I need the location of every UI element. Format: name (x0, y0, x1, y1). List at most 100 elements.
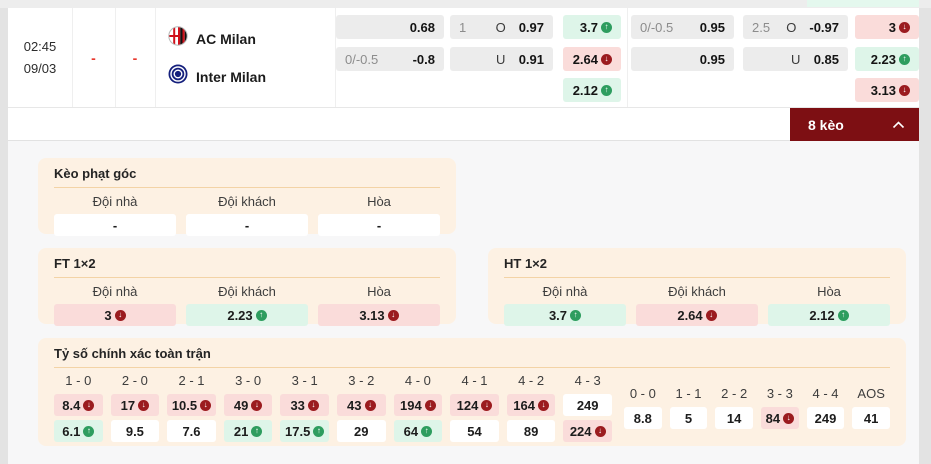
ft-home-odds[interactable]: 3 ↓ (54, 304, 176, 326)
odds-value: 10.5 (171, 397, 198, 413)
score-odds[interactable]: 164 ↓ (506, 394, 556, 416)
score-odds[interactable]: 29 (336, 420, 386, 442)
draw-col-label: Hòa (367, 194, 391, 209)
odds-value: - (376, 217, 382, 233)
draw-col-label: Hòa (367, 284, 391, 299)
odds-1x2-a-away[interactable]: 2.64 ↓ (563, 47, 621, 71)
score-odds[interactable]: 33 ↓ (280, 394, 329, 416)
corner-away-odds[interactable]: - (186, 214, 308, 236)
score-label: 3 - 0 (235, 373, 262, 388)
away-col-label: Đội khách (218, 284, 276, 299)
score-odds[interactable]: 5 (669, 407, 708, 429)
odds-value: -0.97 (809, 19, 839, 35)
under-label: U (790, 51, 801, 67)
odds-ou-a-row2[interactable]: U 0.91 (450, 47, 553, 71)
odds-1x2-a-home[interactable]: 3.7 ↑ (563, 15, 621, 39)
score-odds[interactable]: 64 ↑ (393, 420, 443, 442)
score-odds[interactable]: 17.5 ↑ (280, 420, 329, 442)
trend-icon: ↑ (83, 425, 95, 437)
odds-hdp-b-row2[interactable]: 0.95 (631, 47, 734, 71)
odds-hdp-a-row1[interactable]: 0.68 (336, 15, 444, 39)
odds-value: 3 (104, 307, 112, 323)
teams-block: AC Milan Inter Milan (155, 8, 335, 107)
score-away: - (132, 49, 138, 66)
score-odds[interactable]: 249 (806, 407, 845, 429)
score-card-title: Tỷ số chính xác toàn trận (54, 346, 890, 368)
score-odds[interactable]: 8.8 (624, 407, 662, 429)
odds-value: 249 (576, 397, 599, 413)
over-label: O (786, 19, 797, 35)
ft-card-title: FT 1×2 (54, 256, 440, 278)
odds-ou-b-row1[interactable]: 2.5 O -0.97 (743, 15, 848, 39)
ft-away-odds[interactable]: 2.23 ↑ (186, 304, 308, 326)
trend-icon: ↓ (138, 399, 150, 411)
odds-value: 64 (403, 423, 419, 439)
ft-draw-odds[interactable]: 3.13 ↓ (318, 304, 440, 326)
score-odds[interactable]: 43 ↓ (336, 394, 386, 416)
odds-1x2-a-draw[interactable]: 2.12 ↑ (563, 78, 621, 102)
odds-value: 249 (814, 410, 837, 426)
away-team[interactable]: Inter Milan (168, 64, 335, 89)
score-column: 4 - 3 249 224 ↓ (563, 373, 612, 442)
keo-count-button[interactable]: 8 kèo (790, 108, 919, 141)
score-odds[interactable]: 9.5 (110, 420, 160, 442)
odds-value: 2.23 (870, 51, 896, 67)
score-label: 3 - 2 (348, 373, 375, 388)
away-team-name: Inter Milan (196, 68, 267, 85)
draw-col-label: Hòa (817, 284, 841, 299)
trend-icon: ↑ (421, 425, 433, 437)
ht-home-odds[interactable]: 3.7 ↑ (504, 304, 626, 326)
odds-value: 0.91 (518, 51, 544, 67)
score-odds[interactable]: 194 ↓ (393, 394, 443, 416)
odds-value: 3.13 (870, 82, 896, 98)
score-odds[interactable]: 124 ↓ (450, 394, 499, 416)
score-odds[interactable]: 21 ↑ (223, 420, 273, 442)
score-odds[interactable]: 54 (450, 420, 499, 442)
odds-hdp-b-row1[interactable]: 0/-0.5 0.95 (631, 15, 734, 39)
odds-ou-b-row2[interactable]: U 0.85 (743, 47, 848, 71)
odds-value: 0.95 (699, 51, 725, 67)
home-team[interactable]: AC Milan (168, 26, 335, 51)
divider (627, 8, 628, 107)
score-label: 4 - 1 (461, 373, 488, 388)
score-odds[interactable]: 8.4 ↓ (54, 394, 103, 416)
odds-1x2-b-draw[interactable]: 3.13 ↓ (855, 78, 919, 102)
odds-hdp-a-row2[interactable]: 0/-0.5 -0.8 (336, 47, 444, 71)
odds-1x2-b-home[interactable]: 3 ↓ (855, 15, 919, 39)
score-column: 4 - 2 164 ↓ 89 (506, 373, 556, 442)
ht-away-odds[interactable]: 2.64 ↓ (636, 304, 758, 326)
score-odds[interactable]: 249 (563, 394, 612, 416)
ac-milan-logo (168, 26, 188, 51)
under-label: U (495, 51, 506, 67)
over-label: O (495, 19, 506, 35)
score-odds[interactable]: 49 ↓ (223, 394, 273, 416)
score-column: 4 - 4 249 (806, 386, 845, 429)
ft-1x2-card: FT 1×2 Đội nhà 3 ↓ Đội khách 2.23 ↑ (38, 248, 456, 326)
score-odds[interactable]: 17 ↓ (110, 394, 160, 416)
divider (155, 8, 156, 107)
score-odds[interactable]: 89 (506, 420, 556, 442)
odds-value: 2.12 (809, 307, 835, 323)
odds-1x2-b-away[interactable]: 2.23 ↑ (855, 47, 919, 71)
ht-draw-odds[interactable]: 2.12 ↑ (768, 304, 890, 326)
odds-value: 3.7 (579, 19, 598, 35)
score-odds[interactable]: 10.5 ↓ (167, 394, 216, 416)
chevron-up-icon (892, 116, 905, 134)
score-odds[interactable]: 224 ↓ (563, 420, 612, 442)
trend-icon: ↓ (594, 425, 606, 437)
odds-value: 43 (347, 397, 362, 413)
corner-home-odds[interactable]: - (54, 214, 176, 236)
odds-ou-a-row1[interactable]: 1 O 0.97 (450, 15, 553, 39)
score-column: 3 - 1 33 ↓ 17.5 ↑ (280, 373, 329, 442)
score-odds[interactable]: 14 (715, 407, 753, 429)
score-odds[interactable]: 84 ↓ (761, 407, 799, 429)
score-home-cell: - (72, 8, 115, 107)
score-odds[interactable]: 41 (852, 407, 890, 429)
corner-draw-odds[interactable]: - (318, 214, 440, 236)
score-column: 3 - 2 43 ↓ 29 (336, 373, 386, 442)
score-odds[interactable]: 7.6 (167, 420, 216, 442)
score-odds[interactable]: 6.1 ↑ (54, 420, 103, 442)
score-away-cell: - (115, 8, 155, 107)
score-label: 3 - 1 (291, 373, 318, 388)
odds-value: 8.8 (633, 410, 652, 426)
